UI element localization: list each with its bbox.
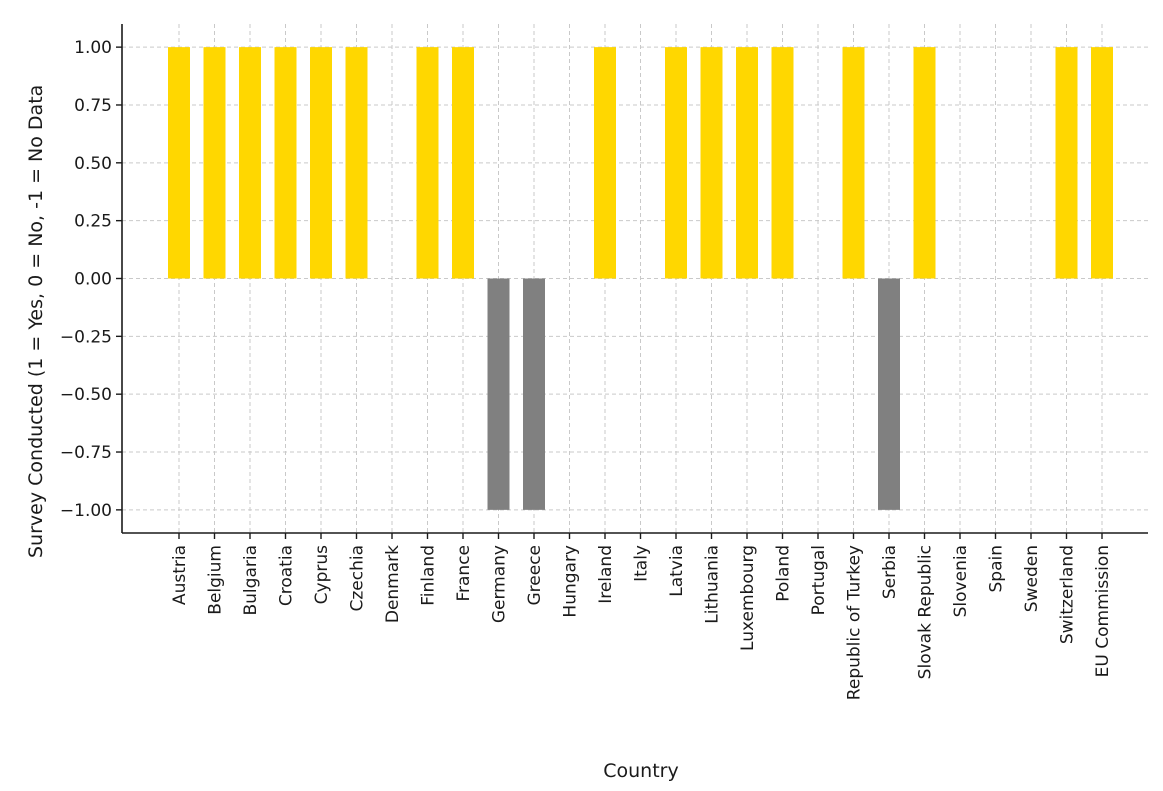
- bar-lithuania: [700, 47, 723, 279]
- bars: [168, 47, 1113, 510]
- bar-czechia: [345, 47, 368, 279]
- x-tick-label: Spain: [987, 545, 1007, 593]
- x-tick-label: Croatia: [277, 545, 297, 606]
- y-tick-label: 0.50: [74, 154, 112, 174]
- bar-luxembourg: [736, 47, 758, 279]
- y-tick-label: −0.25: [60, 327, 112, 347]
- x-tick-label: EU Commission: [1093, 545, 1113, 677]
- y-ticks: 1.00 0.75 0.50 0.25 0.00 −0.25 −0.50 −0.75 −1.00: [60, 38, 122, 521]
- x-tick-label: Slovak Republic: [916, 545, 936, 679]
- x-ticks: Austria Belgium Bulgaria Croatia Cyprus Czech…: [170, 533, 1113, 700]
- x-tick-label: Luxembourg: [738, 545, 758, 651]
- x-tick-label: Portugal: [809, 545, 829, 615]
- x-tick-label: Switzerland: [1058, 545, 1078, 644]
- bar-belgium: [203, 47, 226, 279]
- y-axis-title: Survey Conducted (1 = Yes, 0 = No, -1 = …: [25, 85, 47, 558]
- bar-germany: [487, 278, 510, 510]
- bar-latvia: [665, 47, 687, 279]
- bar-croatia: [274, 47, 297, 279]
- bar-france: [452, 47, 474, 279]
- x-tick-label: Slovenia: [951, 545, 971, 617]
- bar-bulgaria: [239, 47, 261, 279]
- x-tick-label: Sweden: [1022, 545, 1042, 612]
- bar-ireland: [594, 47, 616, 279]
- x-tick-label: Finland: [419, 545, 439, 606]
- x-tick-label: Greece: [525, 545, 545, 606]
- bar-poland: [771, 47, 794, 279]
- bar-slovak-republic: [913, 47, 936, 279]
- x-tick-label: Italy: [632, 545, 652, 582]
- bar-cyprus: [310, 47, 332, 279]
- bar-austria: [168, 47, 190, 279]
- bar-greece: [523, 278, 545, 510]
- bar-finland: [416, 47, 439, 279]
- x-tick-label: Czechia: [348, 545, 368, 612]
- x-tick-label: Latvia: [667, 545, 687, 597]
- x-tick-label: Ireland: [596, 545, 616, 604]
- x-tick-label: Belgium: [206, 545, 226, 615]
- x-tick-label: Republic of Turkey: [845, 545, 865, 700]
- y-tick-label: 0.25: [74, 212, 112, 232]
- y-tick-label: 0.00: [74, 270, 112, 290]
- x-tick-label: Bulgaria: [241, 545, 261, 616]
- x-tick-label: Hungary: [561, 545, 581, 618]
- x-axis-title: Country: [603, 760, 678, 782]
- x-tick-label: Austria: [170, 545, 190, 605]
- x-tick-label: Cyprus: [312, 545, 332, 604]
- x-tick-label: Lithuania: [703, 545, 723, 624]
- bar-switzerland: [1055, 47, 1078, 279]
- y-tick-label: 1.00: [74, 38, 112, 58]
- y-tick-label: −0.75: [60, 443, 112, 463]
- x-tick-label: Serbia: [880, 545, 900, 599]
- y-tick-label: −1.00: [60, 501, 112, 521]
- x-tick-label: Poland: [774, 545, 794, 602]
- y-tick-label: −0.50: [60, 385, 112, 405]
- bar-republic-of-turkey: [842, 47, 865, 279]
- bar-eu-commission: [1091, 47, 1113, 279]
- x-tick-label: France: [454, 545, 474, 602]
- x-tick-label: Germany: [490, 545, 510, 623]
- x-tick-label: Denmark: [383, 545, 403, 623]
- bar-serbia: [878, 278, 900, 510]
- y-tick-label: 0.75: [74, 96, 112, 116]
